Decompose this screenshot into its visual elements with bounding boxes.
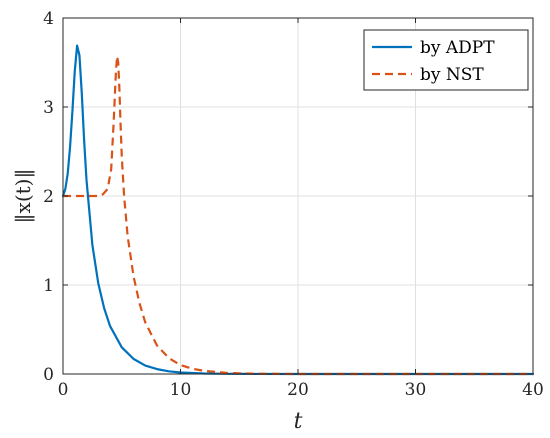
x-tick-label: 30: [405, 380, 427, 400]
y-tick-label: 0: [43, 365, 54, 385]
legend-box: [363, 29, 529, 91]
y-tick-label: 4: [43, 9, 54, 29]
legend: by ADPT by NST: [363, 29, 529, 91]
y-axis-label: ‖x(t)‖: [11, 169, 36, 224]
axis-ticks: [62, 17, 534, 375]
x-tick-label: 0: [58, 380, 69, 400]
x-tick-label: 20: [287, 380, 309, 400]
tick-labels: 0 10 20 30 40 0 1 2 3 4: [43, 9, 544, 400]
x-axis-label: t: [294, 409, 303, 434]
x-tick-label: 40: [522, 380, 544, 400]
y-tick-label: 3: [43, 98, 54, 118]
x-tick-label: 10: [170, 380, 192, 400]
legend-label-nst: by NST: [420, 65, 484, 85]
y-tick-label: 2: [43, 187, 54, 207]
legend-label-adpt: by ADPT: [420, 38, 495, 58]
y-tick-label: 1: [43, 276, 54, 296]
